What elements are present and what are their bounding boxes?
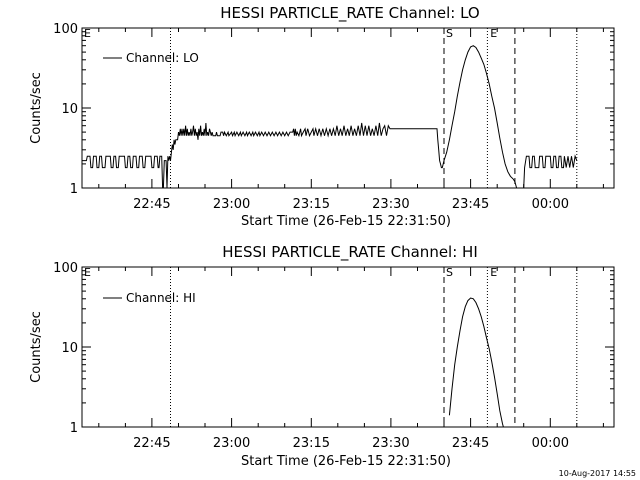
x-tick-label: 23:00 [213,436,250,451]
x-tick-label: 00:00 [532,197,569,212]
x-tick-label: 23:30 [372,436,409,451]
series-line [448,297,504,428]
plot-frame [81,27,615,189]
y-tick-label: 10 [61,102,78,117]
x-axis-label: Start Time (26-Feb-15 22:31:50) [241,454,451,469]
marker-label: E [84,266,91,279]
series-line [82,45,519,189]
legend-label: Channel: HI [126,291,196,305]
marker-label: E [84,27,91,40]
x-tick-label: 23:15 [293,197,330,212]
legend-label: Channel: LO [126,51,199,65]
marker-label: S [446,27,453,40]
chart-title: HESSI PARTICLE_RATE Channel: HI [222,243,478,262]
x-tick-label: 23:30 [372,197,409,212]
x-tick-label: 22:45 [133,436,170,451]
legend: Channel: HI [103,291,196,305]
y-tick-label: 1 [70,421,78,436]
data-series [82,45,578,189]
y-axis-label: Counts/sec [29,72,44,144]
y-tick-label: 100 [53,261,78,276]
y-tick-label: 1 [70,182,78,197]
series-line [523,154,578,189]
chart-title: HESSI PARTICLE_RATE Channel: LO [220,4,479,23]
panel-hi: HESSI PARTICLE_RATE Channel: HI Counts/s… [29,243,615,469]
x-tick-label: 23:45 [452,436,489,451]
marker-label: E [490,27,497,40]
x-tick-label: 23:00 [213,197,250,212]
x-tick-label: 00:00 [532,436,569,451]
x-tick-label: 22:45 [133,197,170,212]
vertical-marker-lines [170,267,578,427]
footer-timestamp: 10-Aug-2017 14:55 [559,469,636,478]
x-axis-ticks: 22:45 23:00 23:15 23:30 23:45 00:00 [98,28,604,212]
y-tick-label: 10 [61,341,78,356]
plot-frame [81,266,615,428]
y-axis-label: Counts/sec [29,311,44,383]
x-tick-label: 23:15 [293,436,330,451]
panel-lo: HESSI PARTICLE_RATE Channel: LO Counts/s… [29,4,615,229]
x-axis-label: Start Time (26-Feb-15 22:31:50) [241,214,451,229]
y-tick-label: 100 [53,22,78,37]
x-tick-label: 23:45 [452,197,489,212]
marker-label: E [490,266,497,279]
data-series [448,297,504,428]
legend: Channel: LO [103,51,199,65]
x-axis-ticks: 22:45 23:00 23:15 23:30 23:45 00:00 [98,267,604,451]
marker-label: S [446,266,453,279]
y-axis-ticks: 1 10 100 [53,22,614,197]
y-axis-ticks: 1 10 100 [53,261,614,436]
